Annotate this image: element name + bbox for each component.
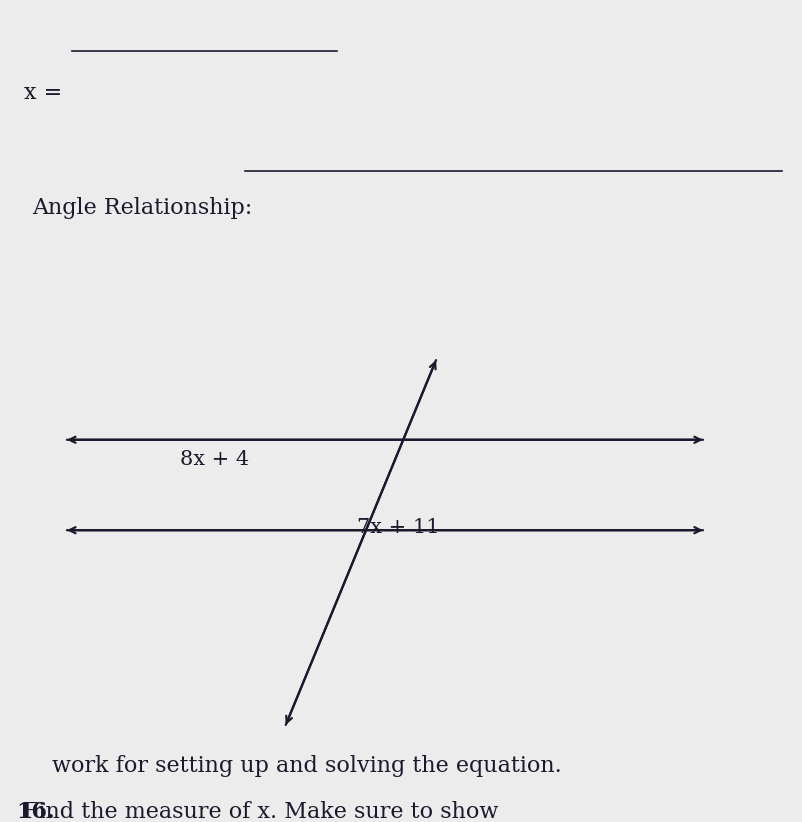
Text: 16.: 16.: [16, 801, 55, 822]
Text: 8x + 4: 8x + 4: [180, 450, 249, 469]
Text: Angle Relationship:: Angle Relationship:: [32, 197, 253, 219]
Text: work for setting up and solving the equation.: work for setting up and solving the equa…: [52, 755, 562, 777]
Text: 7x + 11: 7x + 11: [357, 518, 439, 537]
Text: Find the measure of x. Make sure to show: Find the measure of x. Make sure to show: [16, 801, 498, 822]
Text: x =: x =: [24, 82, 63, 104]
